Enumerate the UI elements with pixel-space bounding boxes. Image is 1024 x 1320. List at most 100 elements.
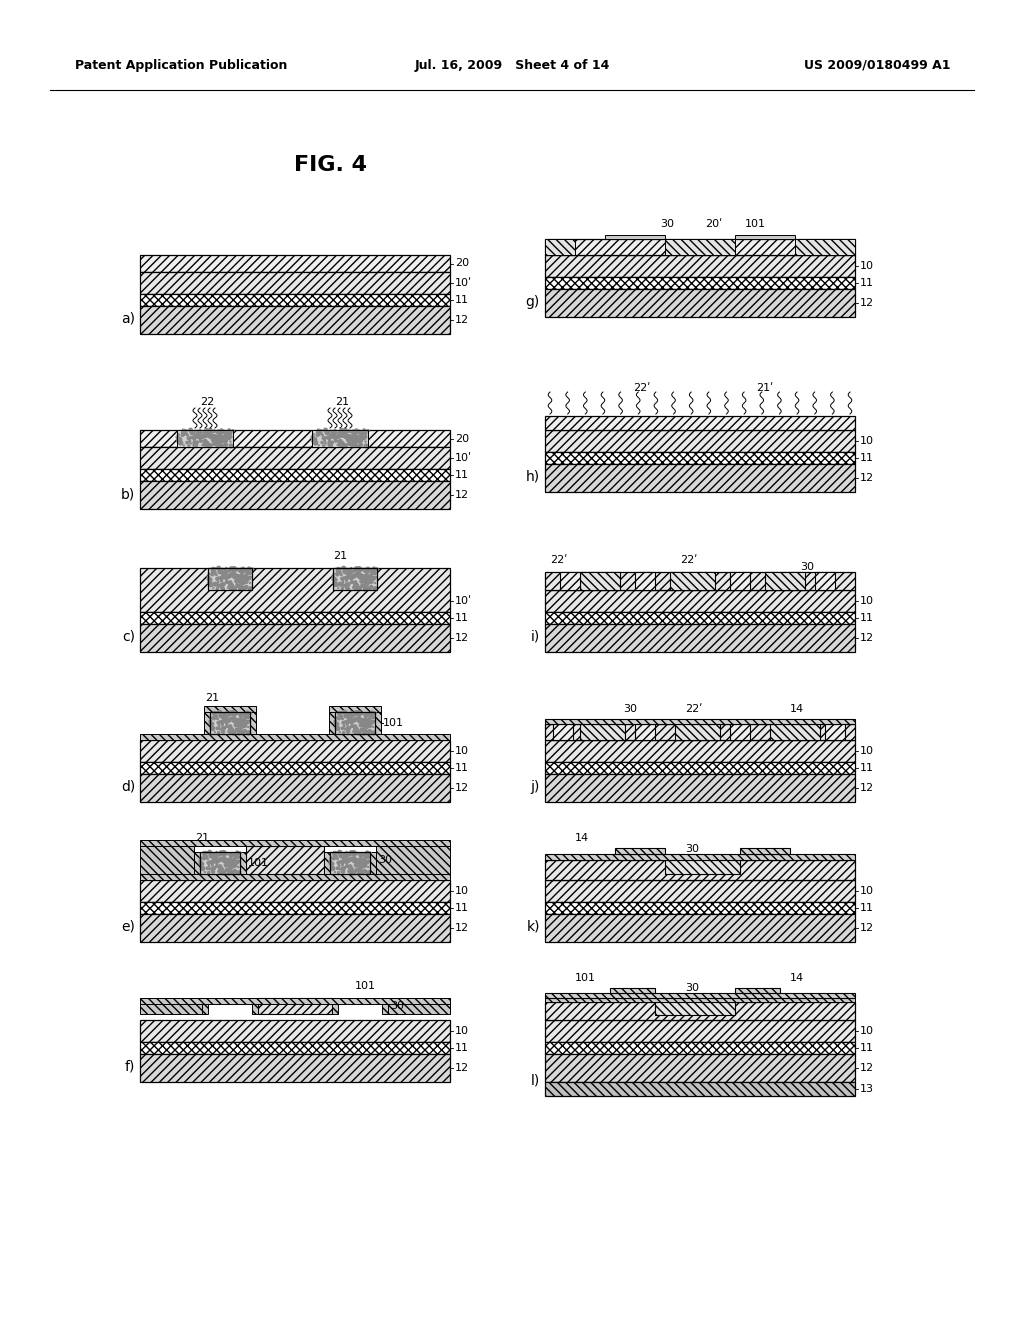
Circle shape xyxy=(346,586,349,589)
Bar xyxy=(258,998,332,1014)
Text: 14: 14 xyxy=(790,973,804,983)
Circle shape xyxy=(364,585,367,587)
Circle shape xyxy=(216,445,219,447)
Circle shape xyxy=(371,573,373,576)
Circle shape xyxy=(364,726,367,727)
Text: j): j) xyxy=(530,780,540,795)
Circle shape xyxy=(349,442,352,445)
Circle shape xyxy=(202,434,206,438)
Circle shape xyxy=(209,434,213,438)
Circle shape xyxy=(354,573,358,577)
Circle shape xyxy=(361,859,364,863)
Bar xyxy=(204,711,210,734)
Circle shape xyxy=(368,576,371,579)
Circle shape xyxy=(206,433,209,437)
Text: 11: 11 xyxy=(860,903,874,913)
Circle shape xyxy=(205,440,207,442)
Circle shape xyxy=(238,576,242,579)
Circle shape xyxy=(336,867,338,870)
Circle shape xyxy=(349,867,353,871)
Circle shape xyxy=(222,859,226,863)
Circle shape xyxy=(229,581,231,582)
Bar xyxy=(545,741,855,762)
Bar xyxy=(580,572,620,590)
Circle shape xyxy=(366,586,369,589)
Circle shape xyxy=(247,577,251,579)
Circle shape xyxy=(355,853,357,854)
Bar xyxy=(252,998,258,1014)
Circle shape xyxy=(354,587,356,590)
Circle shape xyxy=(358,573,361,576)
Circle shape xyxy=(369,579,373,583)
Circle shape xyxy=(364,569,368,573)
Circle shape xyxy=(342,585,345,587)
Circle shape xyxy=(222,570,226,574)
Circle shape xyxy=(333,573,335,576)
Circle shape xyxy=(238,861,240,862)
Circle shape xyxy=(334,582,338,586)
Circle shape xyxy=(194,444,197,446)
Circle shape xyxy=(324,428,328,432)
Circle shape xyxy=(311,437,315,441)
Text: 11: 11 xyxy=(455,903,469,913)
Circle shape xyxy=(340,440,342,442)
Circle shape xyxy=(354,713,356,714)
Circle shape xyxy=(361,569,364,570)
Circle shape xyxy=(242,713,245,715)
Circle shape xyxy=(360,576,364,577)
Circle shape xyxy=(222,582,225,586)
Circle shape xyxy=(354,725,356,727)
Bar xyxy=(140,612,450,624)
Bar xyxy=(545,1041,855,1053)
Bar xyxy=(140,447,450,469)
Text: i): i) xyxy=(530,630,540,644)
Text: 10: 10 xyxy=(455,746,469,756)
Circle shape xyxy=(341,727,343,730)
Circle shape xyxy=(231,853,234,855)
Circle shape xyxy=(341,871,343,873)
Circle shape xyxy=(351,850,356,855)
Bar xyxy=(545,861,855,880)
Circle shape xyxy=(219,577,221,579)
Circle shape xyxy=(239,582,240,583)
Bar xyxy=(655,1002,735,1015)
Bar xyxy=(545,572,855,590)
Circle shape xyxy=(352,859,356,863)
Circle shape xyxy=(238,578,241,581)
Circle shape xyxy=(205,429,209,433)
Circle shape xyxy=(364,857,367,859)
Circle shape xyxy=(346,721,349,723)
Circle shape xyxy=(197,430,198,432)
Circle shape xyxy=(211,572,215,574)
Circle shape xyxy=(241,722,243,725)
Circle shape xyxy=(238,730,240,731)
Circle shape xyxy=(241,719,244,723)
Circle shape xyxy=(195,445,198,447)
Bar xyxy=(610,989,655,993)
Circle shape xyxy=(211,867,214,870)
Circle shape xyxy=(181,434,183,437)
Circle shape xyxy=(240,569,245,573)
Circle shape xyxy=(357,573,361,578)
Circle shape xyxy=(339,444,341,445)
Circle shape xyxy=(193,441,196,445)
Circle shape xyxy=(346,730,349,733)
Bar xyxy=(210,711,250,734)
Circle shape xyxy=(222,718,223,719)
Circle shape xyxy=(332,869,334,870)
Circle shape xyxy=(356,436,359,438)
Circle shape xyxy=(222,430,225,433)
Text: 30: 30 xyxy=(685,983,699,993)
Circle shape xyxy=(355,859,357,862)
Circle shape xyxy=(343,585,344,586)
Circle shape xyxy=(328,445,330,446)
Text: US 2009/0180499 A1: US 2009/0180499 A1 xyxy=(804,58,950,71)
Bar xyxy=(675,723,720,741)
Circle shape xyxy=(359,853,364,857)
Circle shape xyxy=(221,436,224,438)
Text: 30: 30 xyxy=(685,843,699,854)
Bar xyxy=(545,902,855,913)
Circle shape xyxy=(347,858,351,862)
Circle shape xyxy=(354,730,358,734)
Circle shape xyxy=(343,721,345,723)
